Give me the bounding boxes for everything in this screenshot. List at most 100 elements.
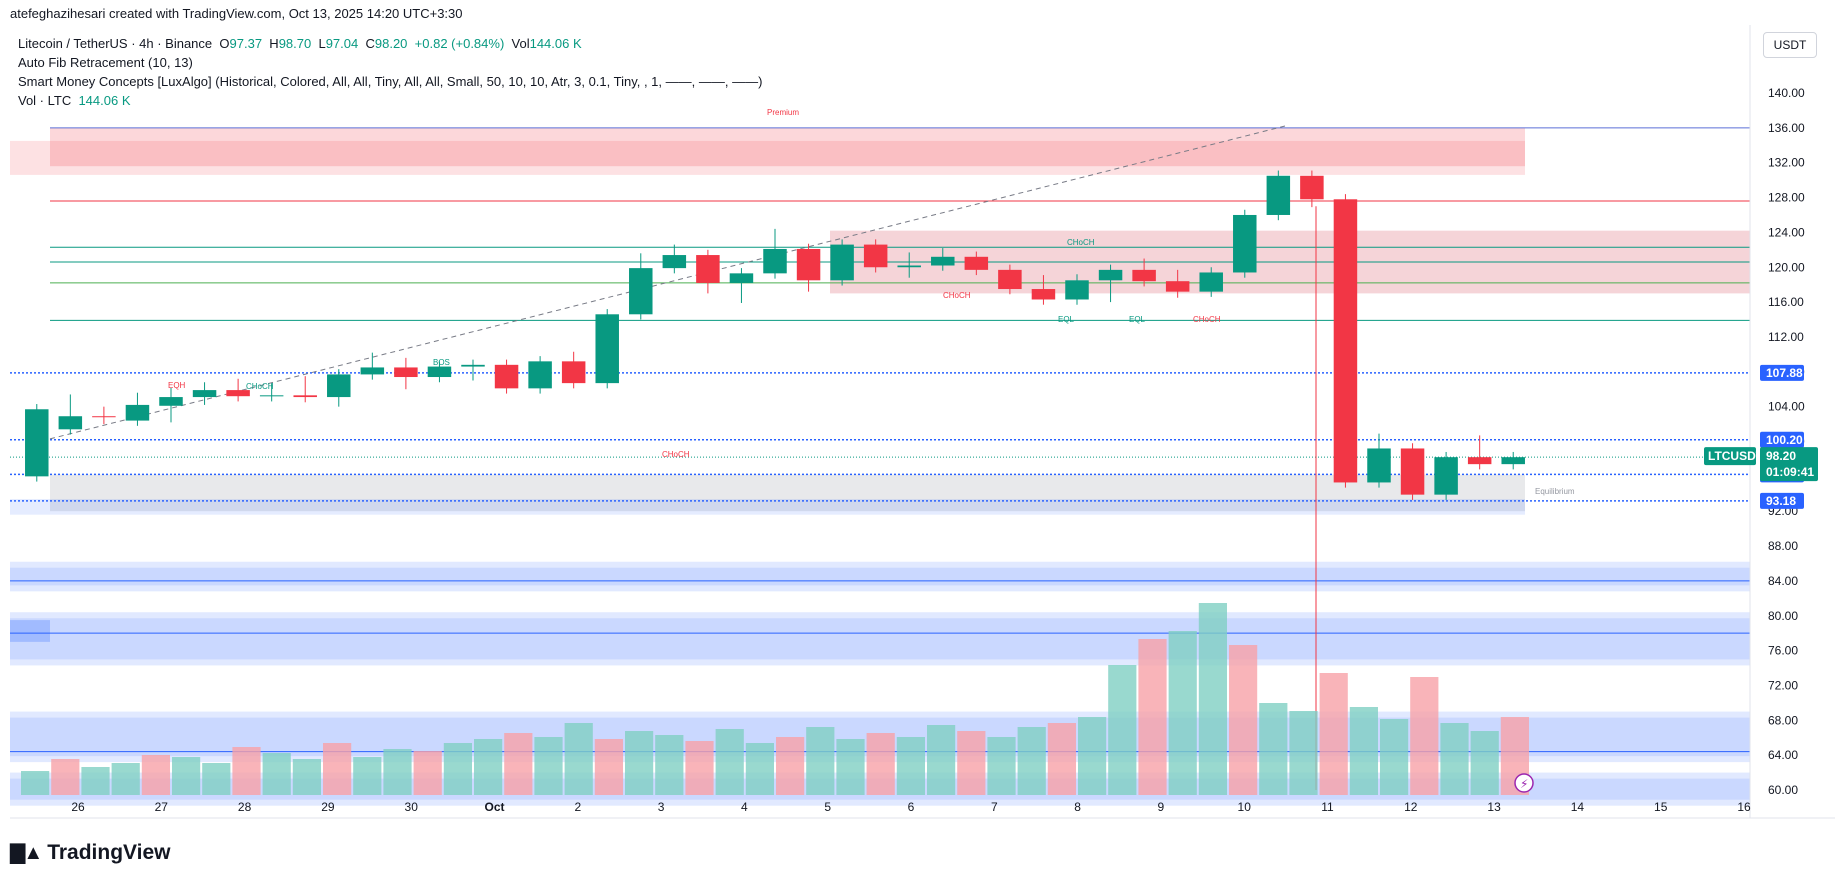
volume-bar xyxy=(323,743,352,795)
demand-zone-inner xyxy=(10,618,1750,660)
volume-bar xyxy=(1108,665,1137,795)
price-tick-label: 132.00 xyxy=(1768,156,1805,170)
vol-value: 144.06 K xyxy=(529,36,582,51)
volume-bar xyxy=(172,757,201,795)
price-tags: 107.88100.2096.2393.18LTCUSDT98.2001:09:… xyxy=(1704,364,1818,509)
price-tick-label: 80.00 xyxy=(1768,609,1798,623)
symbol-legend-row[interactable]: Litecoin / TetherUS · 4h · Binance O97.3… xyxy=(18,34,762,53)
candle-body xyxy=(1098,269,1123,281)
vol-label: Vol xyxy=(511,36,530,51)
candle-body xyxy=(461,364,485,367)
volume-bar xyxy=(262,753,291,795)
candle-body xyxy=(58,416,83,430)
volume-bar xyxy=(383,749,412,795)
price-tick-label: 76.00 xyxy=(1768,644,1798,658)
volume-bar xyxy=(987,737,1016,795)
demand-zone xyxy=(10,561,1750,592)
volume-bar xyxy=(1380,719,1409,795)
price-tick-label: 120.00 xyxy=(1768,260,1805,274)
bos-label: BOS xyxy=(433,358,450,367)
candle-body xyxy=(293,395,317,398)
symbol-title: Litecoin / TetherUS · 4h · Binance xyxy=(18,36,213,51)
close-value: 98.20 xyxy=(374,36,408,51)
equilibrium-label: Equilibrium xyxy=(1535,487,1575,496)
equilibrium-zone xyxy=(50,474,1525,512)
candle-body xyxy=(1300,175,1324,200)
chart-legend: Litecoin / TetherUS · 4h · Binance O97.3… xyxy=(18,34,762,110)
vol-ltc-label: Vol · LTC xyxy=(18,93,72,108)
fib-indicator-row[interactable]: Auto Fib Retracement (10, 13) xyxy=(18,55,193,70)
zones-layer xyxy=(10,127,1750,806)
low-value: 97.04 xyxy=(325,36,359,51)
created-by-line: atefeghazihesari created with TradingVie… xyxy=(10,6,463,21)
time-tick-label: 29 xyxy=(321,800,335,814)
volume-bar xyxy=(232,747,261,795)
volume-bar xyxy=(927,725,956,795)
high-label: H xyxy=(269,36,279,51)
eqh-label: EQH xyxy=(168,381,186,390)
candle-body xyxy=(964,256,989,270)
candle-body xyxy=(1199,272,1223,292)
demand-zone-left xyxy=(10,620,50,642)
candle-body xyxy=(1367,448,1391,483)
price-axis: 60.00 64.00 68.00 72.00 76.00 80.00 84.00 88.00… xyxy=(1749,25,1805,818)
volume-bar xyxy=(202,763,231,795)
price-tag-label: 93.18 xyxy=(1766,494,1796,508)
volume-bar xyxy=(1410,677,1439,795)
price-tick-label: 68.00 xyxy=(1768,713,1798,727)
volume-bar xyxy=(292,759,321,795)
price-tick-label: 116.00 xyxy=(1768,295,1804,309)
change-value: +0.82 (+0.84%) xyxy=(414,36,505,51)
brand-name: TradingView xyxy=(47,840,171,864)
choch-label: CHoCH xyxy=(1067,238,1095,247)
volume-bar xyxy=(1168,631,1197,795)
discount-zone-strip xyxy=(10,499,1525,515)
candle-body xyxy=(192,390,217,398)
countdown-label: 01:09:41 xyxy=(1766,465,1814,479)
price-tick-label: 104.00 xyxy=(1768,400,1805,414)
candle-body xyxy=(763,248,787,274)
time-tick-label: 7 xyxy=(991,800,998,814)
candle-body xyxy=(1266,175,1291,215)
time-tick-label: 6 xyxy=(908,800,915,814)
candles-layer xyxy=(25,170,1525,500)
time-tick-label: 11 xyxy=(1321,800,1334,814)
eql-label: EQL xyxy=(1129,315,1146,324)
time-tick-label: 30 xyxy=(405,800,419,814)
eql-label: EQL xyxy=(1058,315,1075,324)
volume-bar xyxy=(1349,707,1378,795)
volume-bar xyxy=(1078,717,1107,795)
vol-ltc-value: 144.06 K xyxy=(78,93,131,108)
time-tick-label: 26 xyxy=(71,800,85,814)
volume-bar xyxy=(685,741,714,795)
last-price-label: 98.20 xyxy=(1766,449,1796,463)
candle-body xyxy=(1031,289,1056,300)
volume-bar xyxy=(806,727,835,795)
currency-button[interactable]: USDT xyxy=(1763,32,1817,58)
time-tick-label: 4 xyxy=(741,800,748,814)
close-label: C xyxy=(365,36,375,51)
candle-body xyxy=(1434,457,1458,495)
smc-indicator-row[interactable]: Smart Money Concepts [LuxAlgo] (Historic… xyxy=(18,74,763,89)
candle-body xyxy=(830,244,854,281)
time-tick-label: 9 xyxy=(1158,800,1165,814)
time-tick-label: 27 xyxy=(155,800,169,814)
volume-indicator-row[interactable]: Vol · LTC 144.06 K xyxy=(18,91,762,110)
time-tick-label: 13 xyxy=(1487,800,1501,814)
candle-body xyxy=(226,390,250,397)
volume-bar xyxy=(51,759,80,795)
candle-body xyxy=(1233,214,1257,273)
symbol-tag xyxy=(1704,447,1756,466)
volume-bar xyxy=(443,743,472,795)
candle-body xyxy=(1400,448,1425,495)
tradingview-logo[interactable]: ▇▲ TradingView xyxy=(10,840,171,865)
fib-trend-line xyxy=(49,124,1289,440)
volume-bar xyxy=(776,737,805,795)
volume-bar xyxy=(534,737,563,795)
candle-body xyxy=(360,367,385,375)
time-tick-label: 5 xyxy=(824,800,831,814)
volume-bar xyxy=(1440,723,1469,795)
price-tick-label: 60.00 xyxy=(1768,783,1798,797)
time-tick-label: Oct xyxy=(484,800,504,814)
